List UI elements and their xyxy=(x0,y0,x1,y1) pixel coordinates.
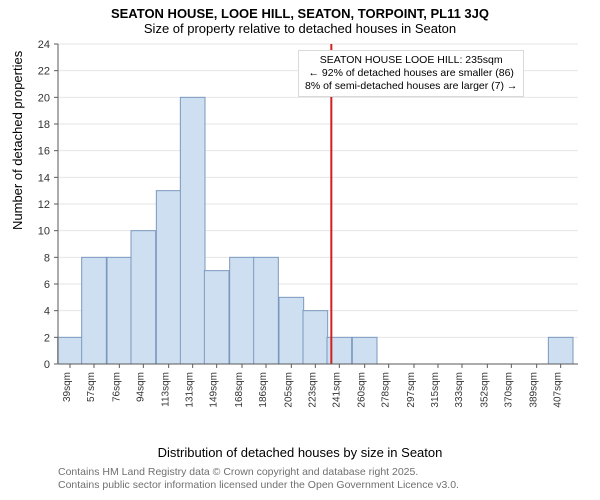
svg-text:2: 2 xyxy=(44,332,50,344)
svg-text:297sqm: 297sqm xyxy=(406,372,417,408)
svg-text:94sqm: 94sqm xyxy=(135,372,146,402)
footnote-line-1: Contains HM Land Registry data © Crown c… xyxy=(58,466,459,479)
svg-text:20: 20 xyxy=(38,92,50,104)
svg-text:241sqm: 241sqm xyxy=(331,372,342,408)
svg-text:24: 24 xyxy=(38,39,50,51)
svg-text:76sqm: 76sqm xyxy=(111,372,122,402)
reference-annotation: SEATON HOUSE LOOE HILL: 235sqm ← 92% of … xyxy=(298,50,524,97)
annotation-line-1: SEATON HOUSE LOOE HILL: 235sqm xyxy=(305,54,517,67)
footnote: Contains HM Land Registry data © Crown c… xyxy=(58,466,459,492)
svg-text:22: 22 xyxy=(38,66,50,78)
svg-text:407sqm: 407sqm xyxy=(553,372,564,408)
svg-text:39sqm: 39sqm xyxy=(62,372,73,402)
svg-text:18: 18 xyxy=(38,119,50,131)
y-axis-label: Number of detached properties xyxy=(10,51,25,230)
svg-text:0: 0 xyxy=(44,359,50,371)
svg-text:57sqm: 57sqm xyxy=(86,372,97,402)
svg-text:333sqm: 333sqm xyxy=(454,372,465,408)
histogram-chart: 02468101214161820222439sqm57sqm76sqm94sq… xyxy=(58,44,578,414)
svg-text:315sqm: 315sqm xyxy=(430,372,441,408)
page-title: SEATON HOUSE, LOOE HILL, SEATON, TORPOIN… xyxy=(0,0,600,21)
svg-text:8: 8 xyxy=(44,252,50,264)
svg-text:223sqm: 223sqm xyxy=(307,372,318,408)
svg-text:205sqm: 205sqm xyxy=(283,372,294,408)
svg-text:10: 10 xyxy=(38,226,50,238)
svg-text:131sqm: 131sqm xyxy=(185,372,196,408)
svg-text:4: 4 xyxy=(44,306,50,318)
svg-text:168sqm: 168sqm xyxy=(234,372,245,408)
x-axis-label: Distribution of detached houses by size … xyxy=(0,445,600,460)
svg-text:389sqm: 389sqm xyxy=(529,372,540,408)
svg-text:186sqm: 186sqm xyxy=(258,372,269,408)
annotation-line-2: ← 92% of detached houses are smaller (86… xyxy=(305,67,517,80)
annotation-line-3: 8% of semi-detached houses are larger (7… xyxy=(305,80,517,93)
svg-text:12: 12 xyxy=(38,199,50,211)
chart-area: 02468101214161820222439sqm57sqm76sqm94sq… xyxy=(58,44,578,414)
svg-text:113sqm: 113sqm xyxy=(161,372,172,407)
svg-text:278sqm: 278sqm xyxy=(381,372,392,408)
svg-text:149sqm: 149sqm xyxy=(209,372,220,408)
svg-text:16: 16 xyxy=(38,146,50,158)
svg-text:6: 6 xyxy=(44,279,50,291)
footnote-line-2: Contains public sector information licen… xyxy=(58,479,459,492)
svg-text:370sqm: 370sqm xyxy=(503,372,514,408)
svg-text:352sqm: 352sqm xyxy=(479,372,490,408)
page-subtitle: Size of property relative to detached ho… xyxy=(0,21,600,40)
svg-text:260sqm: 260sqm xyxy=(357,372,368,408)
svg-text:14: 14 xyxy=(38,172,50,184)
